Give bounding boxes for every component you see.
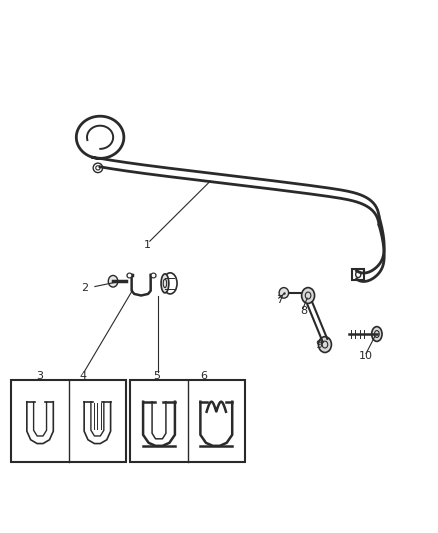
- Bar: [352, 269, 364, 280]
- Text: 5: 5: [153, 371, 160, 381]
- Ellipse shape: [372, 327, 382, 342]
- Text: 7: 7: [276, 295, 283, 305]
- Ellipse shape: [108, 276, 118, 287]
- Text: 6: 6: [200, 371, 207, 381]
- Text: 8: 8: [300, 306, 307, 316]
- Ellipse shape: [161, 274, 169, 293]
- Text: 3: 3: [36, 371, 43, 381]
- Text: 10: 10: [359, 351, 373, 361]
- Bar: [131, 380, 245, 462]
- Text: 9: 9: [315, 340, 322, 350]
- Text: 1: 1: [144, 240, 151, 251]
- Ellipse shape: [279, 288, 289, 298]
- Bar: [11, 380, 126, 462]
- Ellipse shape: [318, 337, 332, 352]
- Text: 2: 2: [81, 282, 88, 293]
- Text: 4: 4: [79, 371, 86, 381]
- Ellipse shape: [302, 288, 314, 303]
